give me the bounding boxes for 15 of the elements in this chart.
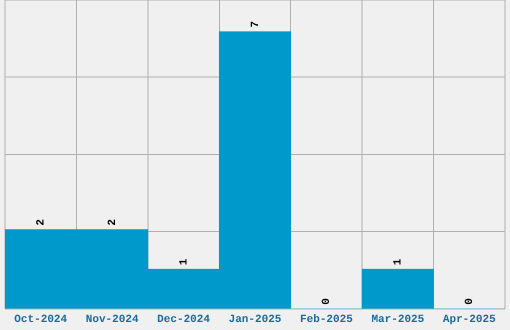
data-label: 1 (178, 258, 190, 266)
x-tick-label: Apr-2025 (442, 314, 496, 326)
x-tick-label: Jan-2025 (228, 314, 282, 326)
x-tick-label: Nov-2024 (86, 314, 139, 326)
data-label: 0 (464, 298, 476, 305)
x-tick-label: Feb-2025 (300, 314, 354, 326)
data-label: 2 (35, 219, 48, 226)
data-label: 2 (106, 219, 119, 226)
bar (362, 268, 434, 309)
data-label: 0 (321, 298, 334, 305)
x-tick-label: Dec-2024 (157, 314, 210, 326)
data-label: 1 (392, 258, 405, 266)
data-label: 7 (250, 21, 262, 28)
x-tick-label: Mar-2025 (371, 314, 425, 326)
x-tick-label: Oct-2024 (14, 314, 68, 326)
